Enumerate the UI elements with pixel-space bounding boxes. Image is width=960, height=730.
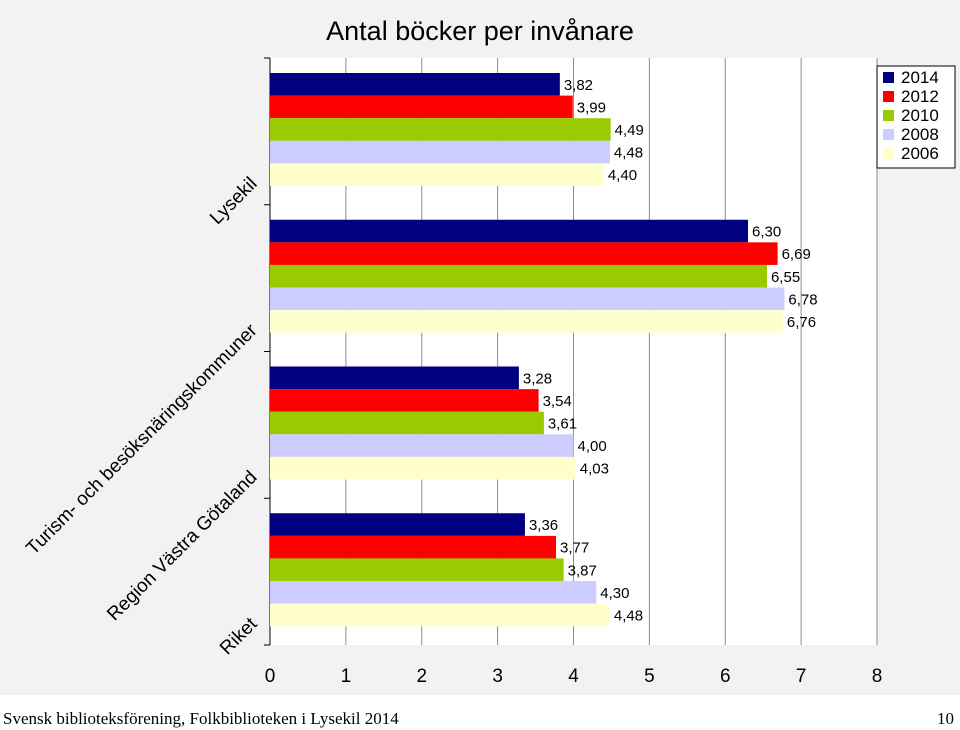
data-label-riket-2006: 4,48 bbox=[614, 607, 643, 624]
bar-riket-2010 bbox=[270, 558, 564, 582]
data-label-turism-och-bes-ksn-ringskommuner-2010: 6,55 bbox=[771, 269, 800, 286]
data-label-region-v-stra-g-taland-2014: 3,28 bbox=[523, 370, 552, 387]
data-label-turism-och-bes-ksn-ringskommuner-2014: 6,30 bbox=[752, 224, 781, 241]
data-label-turism-och-bes-ksn-ringskommuner-2006: 6,76 bbox=[787, 314, 816, 331]
x-tick-label-2: 2 bbox=[416, 666, 427, 687]
data-label-turism-och-bes-ksn-ringskommuner-2008: 6,78 bbox=[788, 291, 817, 308]
bar-region-v-stra-g-taland-2010 bbox=[270, 411, 544, 435]
data-label-riket-2008: 4,30 bbox=[600, 585, 629, 602]
x-tick-label-8: 8 bbox=[872, 666, 883, 687]
legend-swatch-2012 bbox=[883, 91, 894, 102]
bar-lysekil-2006 bbox=[270, 163, 604, 186]
chart-area: 3,82 3,99 4,49 4,48 4,40 Lysekil 6,30 6,69 6,55 6… bbox=[0, 0, 960, 695]
data-label-riket-2012: 3,77 bbox=[560, 540, 589, 557]
footer-source: Svensk biblioteksförening, Folkbibliotek… bbox=[3, 709, 399, 728]
data-label-lysekil-2008: 4,48 bbox=[614, 145, 643, 162]
data-label-lysekil-2010: 4,49 bbox=[615, 122, 644, 139]
data-label-riket-2010: 3,87 bbox=[568, 562, 597, 579]
bar-lysekil-2008 bbox=[270, 140, 610, 164]
x-tick-label-5: 5 bbox=[644, 666, 655, 687]
bar-riket-2008 bbox=[270, 581, 597, 604]
category-label-region-v-stra-g-taland: Region Västra Götaland bbox=[103, 467, 261, 625]
legend-label-2014: 2014 bbox=[901, 68, 939, 87]
legend-label-2008: 2008 bbox=[901, 125, 939, 144]
chart-title: Antal böcker per invånare bbox=[326, 16, 634, 46]
category-label-lysekil: Lysekil bbox=[206, 173, 261, 228]
bar-region-v-stra-g-taland-2014 bbox=[270, 366, 519, 390]
category-label-riket: Riket bbox=[216, 613, 262, 659]
legend-swatch-2008 bbox=[883, 129, 894, 140]
x-tick-label-4: 4 bbox=[568, 666, 579, 687]
bar-lysekil-2014 bbox=[270, 73, 560, 96]
data-label-lysekil-2006: 4,40 bbox=[608, 167, 637, 184]
bar-turism-och-bes-ksn-ringskommuner-2014 bbox=[270, 219, 749, 243]
x-tick-label-6: 6 bbox=[720, 666, 731, 687]
data-label-lysekil-2014: 3,82 bbox=[564, 77, 593, 94]
bar-chart: 3,82 3,99 4,49 4,48 4,40 Lysekil 6,306,69 6,55 6… bbox=[22, 16, 956, 687]
data-label-region-v-stra-g-taland-2006: 4,03 bbox=[580, 461, 609, 478]
data-label-riket-2014: 3,36 bbox=[529, 517, 558, 534]
category-label-turism-och-bes-ksn-ringskommuner: Turism- och besöksnäringskommuner bbox=[22, 320, 262, 560]
bar-region-v-stra-g-taland-2006 bbox=[270, 456, 576, 480]
bar-region-v-stra-g-taland-2008 bbox=[270, 434, 574, 457]
bar-turism-och-bes-ksn-ringskommuner-2012 bbox=[270, 242, 778, 265]
legend-swatch-2014 bbox=[883, 72, 894, 83]
x-tick-label-7: 7 bbox=[796, 666, 807, 687]
bar-turism-och-bes-ksn-ringskommuner-2006 bbox=[270, 310, 783, 333]
legend-label-2010: 2010 bbox=[901, 106, 939, 125]
data-label-turism-och-bes-ksn-ringskommuner-2012: 6,69 bbox=[782, 246, 811, 263]
data-label-region-v-stra-g-taland-2012: 3,54 bbox=[543, 393, 572, 410]
bar-riket-2012 bbox=[270, 535, 557, 559]
page-number: 10 bbox=[937, 709, 954, 728]
data-label-region-v-stra-g-taland-2008: 4,00 bbox=[578, 438, 607, 455]
legend-label-2006: 2006 bbox=[901, 144, 939, 163]
bar-turism-och-bes-ksn-ringskommuner-2010 bbox=[270, 264, 767, 288]
data-label-region-v-stra-g-taland-2010: 3,61 bbox=[548, 416, 577, 433]
data-label-lysekil-2012: 3,99 bbox=[577, 99, 606, 116]
bar-turism-och-bes-ksn-ringskommuner-2008 bbox=[270, 287, 785, 311]
x-tick-label-3: 3 bbox=[492, 666, 503, 687]
bar-riket-2006 bbox=[270, 603, 610, 627]
bar-riket-2014 bbox=[270, 513, 525, 536]
legend-swatch-2010 bbox=[883, 110, 894, 121]
x-tick-label-1: 1 bbox=[341, 666, 352, 687]
x-tick-label-0: 0 bbox=[265, 666, 276, 687]
bar-lysekil-2012 bbox=[270, 95, 573, 119]
bar-lysekil-2010 bbox=[270, 118, 611, 141]
legend-swatch-2006 bbox=[883, 148, 894, 159]
bar-region-v-stra-g-taland-2012 bbox=[270, 389, 539, 412]
legend-label-2012: 2012 bbox=[901, 87, 939, 106]
